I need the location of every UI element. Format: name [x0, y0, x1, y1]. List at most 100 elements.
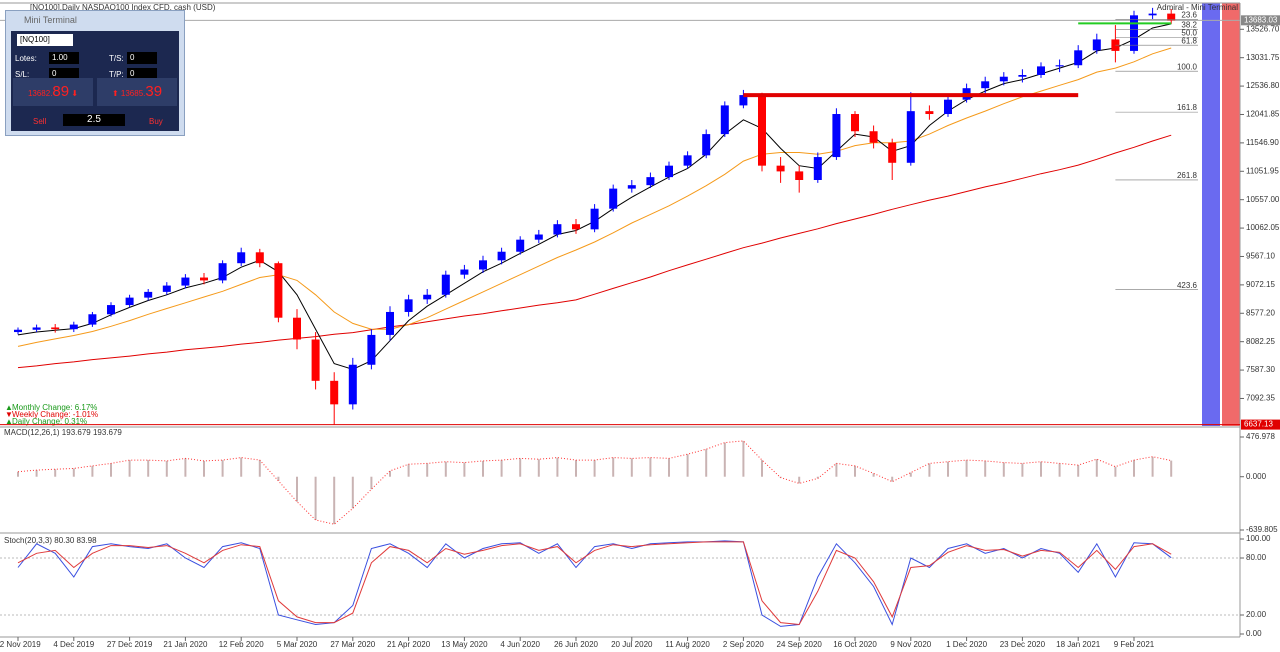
candle-body: [423, 294, 432, 300]
sl-input[interactable]: 0: [49, 68, 79, 80]
down-arrow: ▼: [5, 410, 13, 419]
candle-body: [404, 299, 413, 312]
candle-body: [32, 327, 41, 330]
price-big: 89: [52, 83, 70, 100]
x-tick-label: 12 Feb 2020: [219, 640, 264, 649]
sell-price[interactable]: 13682.89 ⬇: [13, 78, 93, 106]
chart-title: [NQ100],Daily NASDAQ100 Index CFD, cash …: [30, 3, 216, 12]
x-tick-label: 4 Jun 2020: [500, 640, 540, 649]
x-tick-label: 18 Jan 2021: [1056, 640, 1101, 649]
x-tick-label: 4 Dec 2019: [53, 640, 94, 649]
y-tick-label: 13031.75: [1246, 53, 1280, 62]
x-tick-label: 11 Aug 2020: [665, 640, 710, 649]
candle-body: [702, 134, 711, 156]
low-price-box: [1241, 419, 1280, 430]
monthly-change: Monthly Change: 6.17%: [12, 403, 97, 412]
fib-label: 38.2: [1181, 20, 1197, 29]
tp-label: T/P:: [109, 70, 124, 79]
candle-body: [497, 251, 506, 261]
fib-label: 261.8: [1177, 171, 1198, 180]
y-tick-label: 8577.20: [1246, 308, 1275, 317]
mini-terminal: Mini Terminal [NQ100] Lotes: 1.00 T/S: 0…: [5, 10, 185, 136]
y-tick-label: 9567.10: [1246, 252, 1275, 261]
candle-body: [720, 105, 729, 135]
up-arrow: ▲: [5, 417, 13, 426]
price-small: 13682.: [27, 89, 53, 98]
blue-band: [1202, 3, 1220, 426]
x-tick-label: 13 May 2020: [441, 640, 488, 649]
buy-price[interactable]: ⬆ 13685.39: [97, 78, 177, 106]
buy-button[interactable]: Buy: [149, 117, 163, 126]
y-tick-label: 100.00: [1246, 534, 1271, 543]
candle-body: [627, 185, 636, 189]
y-tick-label: 10062.05: [1246, 223, 1280, 232]
candle-body: [274, 263, 283, 318]
stoch-line: [17, 541, 1172, 626]
x-tick-label: 21 Apr 2020: [387, 640, 431, 649]
sl-label: S/L:: [15, 70, 30, 79]
candle-body: [107, 305, 115, 315]
x-tick-label: 26 Jun 2020: [554, 640, 599, 649]
y-tick-label: 0.00: [1246, 629, 1262, 638]
weekly-change: Weekly Change: -1.01%: [12, 410, 98, 419]
candle-body: [758, 95, 766, 166]
candle-body: [925, 111, 934, 115]
candle-body: [590, 208, 599, 230]
candle-body: [1074, 50, 1083, 66]
candle-body: [69, 324, 78, 330]
candle-body: [1130, 15, 1138, 51]
window-title: Mini Terminal: [24, 15, 77, 25]
x-tick-label: 9 Nov 2020: [890, 640, 931, 649]
candle-body: [1148, 13, 1157, 16]
x-tick-label: 23 Dec 2020: [1000, 640, 1046, 649]
y-tick-label: 80.00: [1246, 553, 1267, 562]
candle-body: [51, 327, 60, 330]
terminal-body: [NQ100] Lotes: 1.00 T/S: 0 S/L: 0 T/P: 0…: [11, 31, 179, 131]
x-tick-label: 2 Sep 2020: [723, 640, 764, 649]
candle-body: [534, 234, 543, 240]
stoch-title: Stoch(20,3,3) 80.30 83.98: [4, 536, 97, 545]
x-tick-label: 12 Nov 2019: [0, 640, 41, 649]
y-tick-label: 20.00: [1246, 610, 1267, 619]
candle-body: [572, 224, 580, 230]
candle-body: [1018, 75, 1027, 77]
candle-body: [869, 131, 878, 143]
red-band: [1222, 3, 1240, 426]
candle-body: [330, 380, 339, 405]
daily-change: Daily Change: 0.31%: [12, 417, 87, 426]
moving-average: [17, 134, 1172, 369]
y-tick-label: 12536.80: [1246, 81, 1280, 90]
y-tick-label: 13526.70: [1246, 24, 1280, 33]
lots-label: Lotes:: [15, 54, 37, 63]
candle-body: [255, 252, 264, 264]
x-tick-label: 21 Jan 2020: [163, 640, 208, 649]
x-tick-label: 20 Jul 2020: [611, 640, 653, 649]
x-tick-label: 1 Dec 2020: [946, 640, 987, 649]
candle-body: [609, 188, 618, 209]
tp-input[interactable]: 0: [127, 68, 157, 80]
candle-body: [739, 95, 748, 106]
candle-body: [162, 285, 171, 292]
candle-body: [479, 260, 487, 270]
candle-body: [665, 165, 673, 178]
candle-body: [1167, 13, 1176, 21]
fib-label: 100.0: [1177, 62, 1198, 71]
corner-label: Admiral - Mini Terminal: [1157, 3, 1238, 12]
symbol-select[interactable]: [NQ100]: [17, 34, 73, 46]
candle-body: [441, 274, 450, 295]
candle-body: [553, 224, 562, 235]
lots-input[interactable]: 1.00: [49, 52, 79, 64]
candle-body: [795, 171, 804, 180]
ts-label: T/S:: [109, 54, 124, 63]
y-tick-label: 7587.30: [1246, 365, 1275, 374]
macd-signal: [17, 440, 1172, 525]
ts-input[interactable]: 0: [127, 52, 157, 64]
candle-body: [1037, 66, 1045, 75]
candle-body: [386, 311, 394, 335]
y-tick-label: 10557.00: [1246, 195, 1280, 204]
fib-label: 23.6: [1181, 10, 1197, 19]
sell-button[interactable]: Sell: [33, 117, 47, 126]
candle-body: [144, 291, 153, 298]
x-tick-label: 5 Mar 2020: [277, 640, 318, 649]
